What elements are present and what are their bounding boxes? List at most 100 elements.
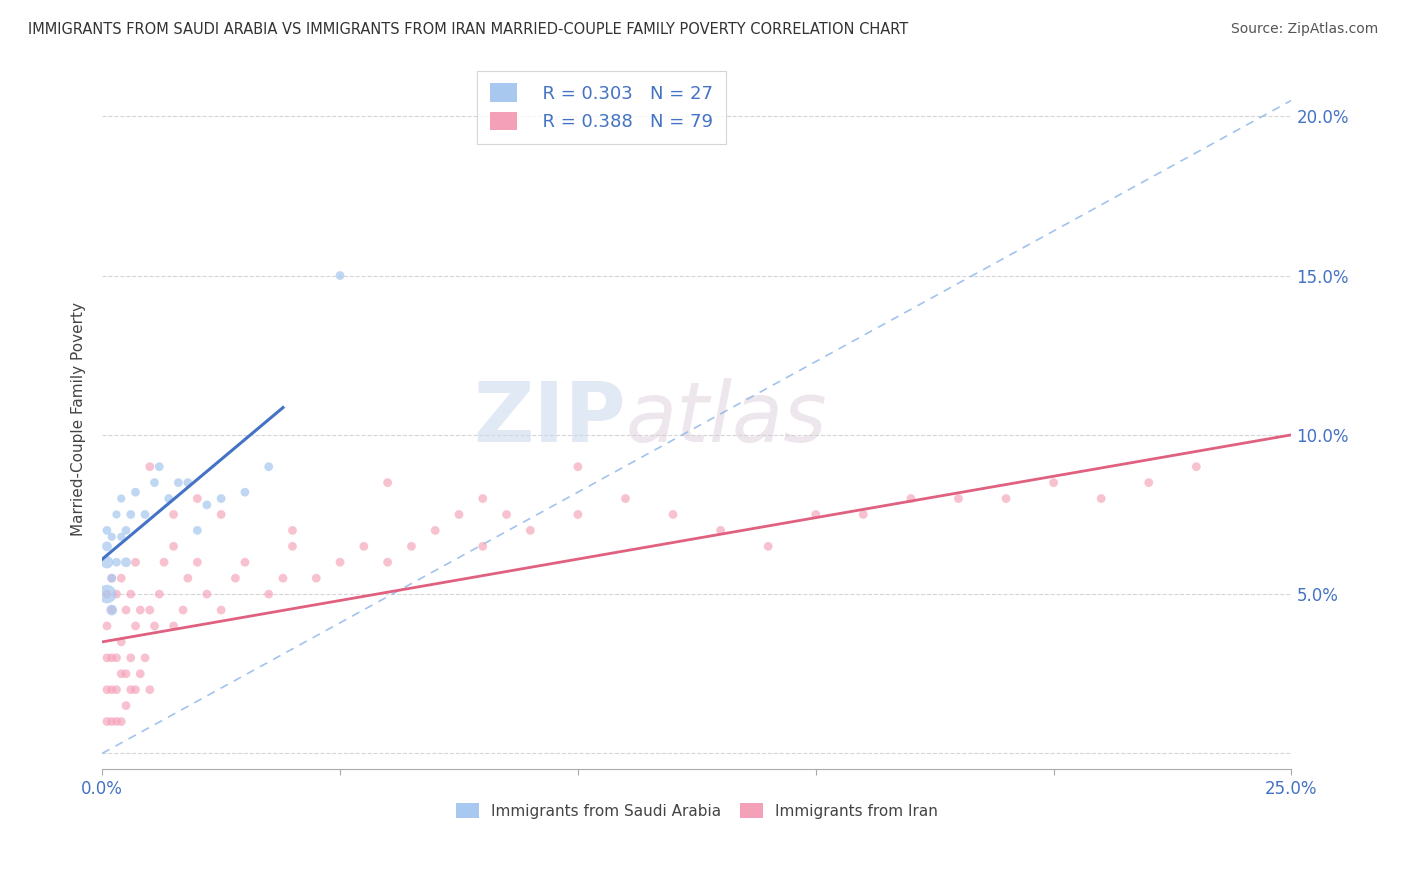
- Point: [329, 555, 352, 569]
- Point: [186, 524, 208, 538]
- Point: [614, 491, 637, 506]
- Point: [148, 459, 170, 474]
- Point: [377, 475, 399, 490]
- Point: [105, 714, 128, 729]
- Point: [100, 682, 122, 697]
- Point: [134, 508, 156, 522]
- Point: [124, 485, 146, 500]
- Point: [96, 714, 118, 729]
- Point: [377, 555, 399, 569]
- Point: [100, 571, 122, 585]
- Point: [1185, 459, 1208, 474]
- Point: [110, 530, 132, 544]
- Point: [157, 491, 180, 506]
- Point: [115, 603, 138, 617]
- Point: [195, 498, 218, 512]
- Point: [100, 603, 122, 617]
- Point: [281, 524, 304, 538]
- Point: [110, 714, 132, 729]
- Y-axis label: Married-Couple Family Poverty: Married-Couple Family Poverty: [72, 301, 86, 536]
- Point: [105, 555, 128, 569]
- Point: [124, 555, 146, 569]
- Point: [1090, 491, 1112, 506]
- Point: [148, 587, 170, 601]
- Point: [447, 508, 470, 522]
- Point: [710, 524, 733, 538]
- Text: ZIP: ZIP: [472, 378, 626, 459]
- Point: [209, 508, 232, 522]
- Point: [172, 603, 194, 617]
- Point: [567, 459, 589, 474]
- Text: IMMIGRANTS FROM SAUDI ARABIA VS IMMIGRANTS FROM IRAN MARRIED-COUPLE FAMILY POVER: IMMIGRANTS FROM SAUDI ARABIA VS IMMIGRAN…: [28, 22, 908, 37]
- Point: [662, 508, 685, 522]
- Point: [100, 650, 122, 665]
- Point: [186, 555, 208, 569]
- Point: [305, 571, 328, 585]
- Point: [162, 508, 184, 522]
- Point: [143, 619, 166, 633]
- Point: [195, 587, 218, 601]
- Point: [425, 524, 447, 538]
- Point: [100, 714, 122, 729]
- Point: [257, 587, 280, 601]
- Point: [100, 530, 122, 544]
- Point: [139, 603, 162, 617]
- Point: [124, 682, 146, 697]
- Point: [96, 587, 118, 601]
- Point: [96, 524, 118, 538]
- Point: [495, 508, 517, 522]
- Point: [129, 603, 152, 617]
- Point: [129, 666, 152, 681]
- Point: [186, 491, 208, 506]
- Point: [1042, 475, 1064, 490]
- Text: atlas: atlas: [626, 378, 827, 459]
- Point: [177, 571, 200, 585]
- Point: [233, 555, 256, 569]
- Point: [177, 475, 200, 490]
- Point: [471, 491, 494, 506]
- Point: [209, 603, 232, 617]
- Text: Source: ZipAtlas.com: Source: ZipAtlas.com: [1230, 22, 1378, 37]
- Point: [139, 459, 162, 474]
- Point: [143, 475, 166, 490]
- Point: [224, 571, 246, 585]
- Point: [257, 459, 280, 474]
- Point: [115, 698, 138, 713]
- Point: [105, 650, 128, 665]
- Point: [100, 603, 122, 617]
- Point: [115, 524, 138, 538]
- Point: [115, 666, 138, 681]
- Point: [1137, 475, 1160, 490]
- Point: [105, 508, 128, 522]
- Point: [852, 508, 875, 522]
- Point: [471, 539, 494, 553]
- Point: [567, 508, 589, 522]
- Point: [100, 571, 122, 585]
- Point: [995, 491, 1018, 506]
- Point: [209, 491, 232, 506]
- Point: [115, 555, 138, 569]
- Point: [948, 491, 970, 506]
- Point: [105, 682, 128, 697]
- Point: [96, 555, 118, 569]
- Point: [139, 682, 162, 697]
- Point: [96, 539, 118, 553]
- Legend: Immigrants from Saudi Arabia, Immigrants from Iran: Immigrants from Saudi Arabia, Immigrants…: [450, 797, 943, 825]
- Point: [96, 619, 118, 633]
- Point: [756, 539, 779, 553]
- Point: [281, 539, 304, 553]
- Point: [110, 571, 132, 585]
- Point: [271, 571, 294, 585]
- Point: [900, 491, 922, 506]
- Point: [110, 491, 132, 506]
- Point: [110, 666, 132, 681]
- Point: [401, 539, 423, 553]
- Point: [353, 539, 375, 553]
- Point: [162, 539, 184, 553]
- Point: [120, 650, 142, 665]
- Point: [167, 475, 190, 490]
- Point: [124, 619, 146, 633]
- Point: [110, 635, 132, 649]
- Point: [804, 508, 827, 522]
- Point: [134, 650, 156, 665]
